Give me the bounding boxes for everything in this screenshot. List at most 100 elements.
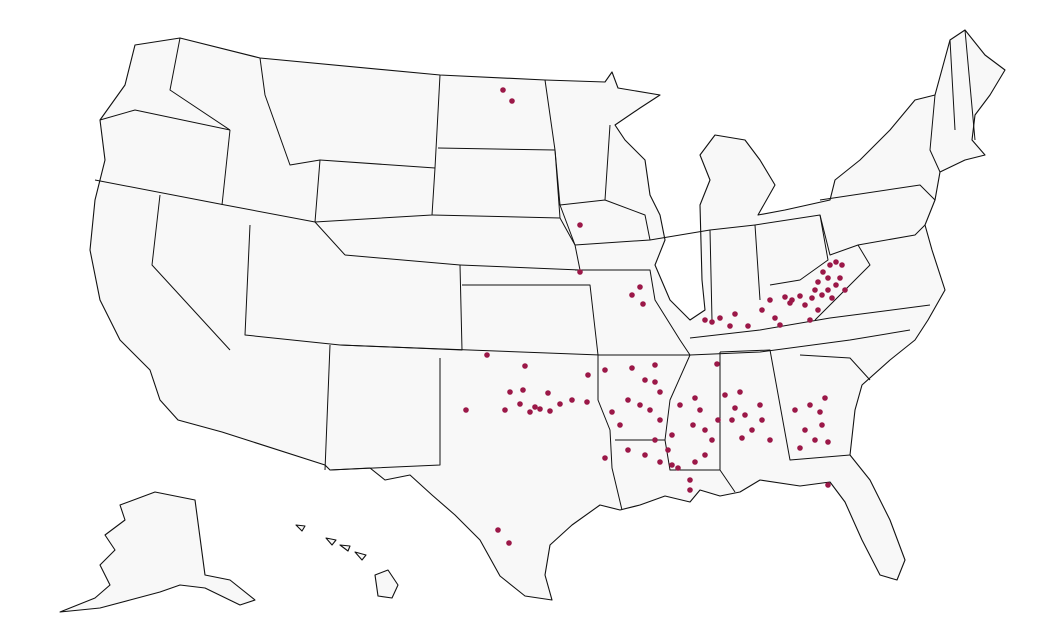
location-dot: [507, 389, 513, 395]
location-dot: [737, 389, 743, 395]
location-dot: [557, 401, 563, 407]
location-dot: [709, 319, 715, 325]
location-dot: [842, 287, 848, 293]
location-dot: [807, 402, 813, 408]
location-dot: [715, 417, 721, 423]
location-dot: [637, 402, 643, 408]
location-dot: [759, 417, 765, 423]
state-border: [221, 129, 231, 206]
location-dot: [732, 311, 738, 317]
location-dot: [569, 397, 575, 403]
location-dot: [532, 404, 538, 410]
location-dot: [792, 407, 798, 413]
location-dot: [657, 389, 663, 395]
location-dot: [812, 437, 818, 443]
location-dot: [797, 293, 803, 299]
location-dot: [825, 482, 831, 488]
state-border: [94, 179, 346, 256]
location-dot: [585, 372, 591, 378]
location-dot: [749, 427, 755, 433]
location-dot: [702, 452, 708, 458]
location-dot: [463, 407, 469, 413]
state-border: [169, 37, 321, 223]
location-dot: [484, 352, 490, 358]
location-dot: [577, 222, 583, 228]
location-dot: [687, 487, 693, 493]
location-dot: [677, 402, 683, 408]
location-dot: [640, 301, 646, 307]
location-dot: [702, 427, 708, 433]
location-dot: [739, 435, 745, 441]
state-border: [99, 109, 231, 131]
location-dot: [709, 437, 715, 443]
location-dot: [777, 322, 783, 328]
location-dot: [697, 407, 703, 413]
location-dot: [745, 323, 751, 329]
location-dot: [665, 447, 671, 453]
location-dot: [817, 409, 823, 415]
location-dot: [802, 427, 808, 433]
location-dot: [657, 417, 663, 423]
location-dot: [669, 462, 675, 468]
location-dot: [819, 292, 825, 298]
location-dot: [545, 390, 551, 396]
location-dot: [602, 367, 608, 373]
location-dot: [652, 379, 658, 385]
location-dot: [577, 269, 583, 275]
location-dot: [495, 527, 501, 533]
location-dot: [807, 317, 813, 323]
location-dot: [827, 262, 833, 268]
location-dot: [629, 292, 635, 298]
location-dot: [722, 392, 728, 398]
location-dot: [837, 275, 843, 281]
state-border: [799, 184, 936, 381]
location-dot: [520, 387, 526, 393]
location-dot: [702, 317, 708, 323]
location-dot: [584, 399, 590, 405]
location-dot: [692, 459, 698, 465]
location-dot: [537, 406, 543, 412]
location-dot: [602, 455, 608, 461]
location-dot: [757, 402, 763, 408]
contiguous-us: [89, 29, 1006, 601]
location-dot: [833, 259, 839, 265]
alaska: [59, 491, 256, 613]
location-dot: [782, 294, 788, 300]
location-dot: [625, 397, 631, 403]
location-dot: [500, 87, 506, 93]
location-dots: [463, 87, 848, 546]
state-border: [929, 29, 976, 173]
location-dot: [692, 395, 698, 401]
location-dot: [825, 439, 831, 445]
location-dot: [629, 365, 635, 371]
location-dot: [772, 315, 778, 321]
state-border: [151, 194, 231, 351]
hawaii: [295, 524, 399, 599]
location-dot: [625, 447, 631, 453]
location-dot: [714, 361, 720, 367]
location-dot: [759, 307, 765, 313]
state-border: [598, 354, 691, 441]
location-dot: [527, 409, 533, 415]
location-dot: [742, 412, 748, 418]
location-dot: [652, 437, 658, 443]
location-dot: [819, 422, 825, 428]
location-dot: [815, 279, 821, 285]
location-dot: [833, 282, 839, 288]
location-dot: [820, 269, 826, 275]
location-dot: [822, 395, 828, 401]
location-dot: [825, 287, 831, 293]
location-dot: [657, 459, 663, 465]
state-border: [754, 214, 829, 286]
location-dot: [797, 445, 803, 451]
state-border: [664, 349, 851, 493]
location-dot: [642, 377, 648, 383]
location-dot: [509, 98, 515, 104]
state-borders: [94, 29, 976, 511]
location-dot: [815, 307, 821, 313]
location-dot: [789, 297, 795, 303]
location-dot: [517, 401, 523, 407]
location-dot: [732, 405, 738, 411]
location-dot: [547, 408, 553, 414]
